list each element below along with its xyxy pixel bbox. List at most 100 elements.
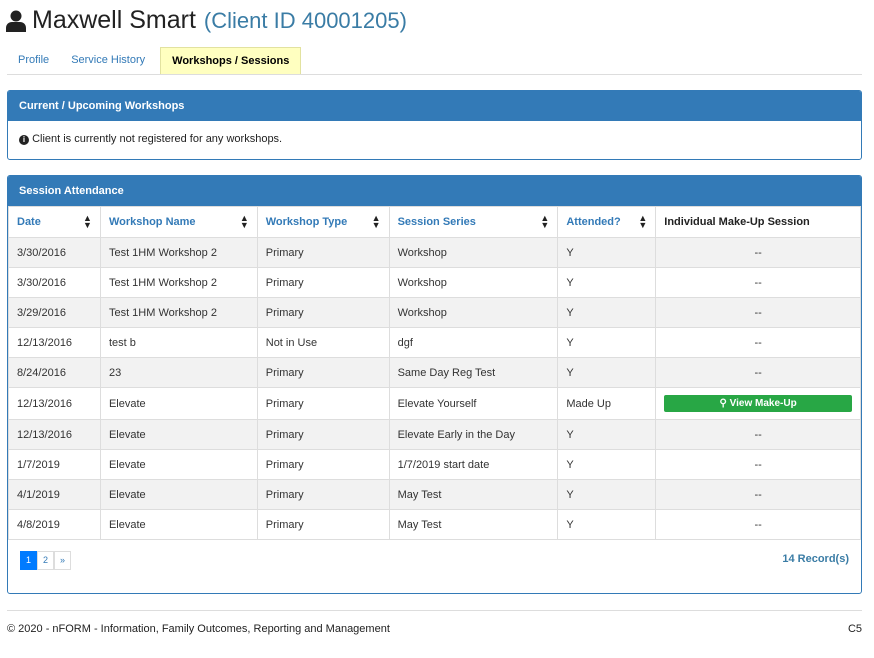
- page-2[interactable]: 2: [37, 551, 54, 570]
- cell: Y: [557, 267, 657, 298]
- tab-bar: Profile Service History Workshops / Sess…: [7, 47, 862, 75]
- copyright: © 2020 - nFORM - Information, Family Out…: [7, 623, 390, 635]
- column-header[interactable]: Workshop Type ▲ ▼: [256, 206, 390, 238]
- footer: © 2020 - nFORM - Information, Family Out…: [7, 610, 862, 635]
- cell: Same Day Reg Test: [388, 357, 559, 388]
- cell: 3/30/2016: [8, 237, 101, 268]
- cell: Test 1HM Workshop 2: [99, 267, 258, 298]
- cell: Elevate Early in the Day: [388, 419, 559, 450]
- client-id: (Client ID 40001205): [203, 7, 407, 33]
- cell: Y: [557, 509, 657, 540]
- session-attendance-panel: Session Attendance Date ▲ ▼ Workshop Name ▲ ▼…: [7, 175, 862, 594]
- footer-code: C5: [847, 623, 862, 635]
- cell: Elevate: [99, 419, 258, 450]
- cell: Y: [557, 479, 657, 510]
- cell: 12/13/2016: [8, 419, 101, 450]
- cell: Primary: [256, 419, 390, 450]
- cell: 23: [99, 357, 258, 388]
- cell: May Test: [388, 479, 559, 510]
- page-1[interactable]: 1: [20, 551, 37, 570]
- tab-service-history[interactable]: Service History: [71, 54, 146, 66]
- cell: Test 1HM Workshop 2: [99, 297, 258, 328]
- cell: --: [655, 479, 861, 510]
- column-label: Workshop Name: [108, 216, 196, 228]
- cell: Y: [557, 357, 657, 388]
- cell: Test 1HM Workshop 2: [99, 237, 258, 268]
- cell: 3/29/2016: [8, 297, 101, 328]
- cell: Made Up: [557, 387, 657, 420]
- sort-icon[interactable]: ▲ ▼: [83, 213, 92, 230]
- cell: Elevate: [99, 387, 258, 420]
- cell: Y: [557, 419, 657, 450]
- column-header[interactable]: Workshop Name ▲ ▼: [99, 206, 258, 238]
- tab-workshops-sessions[interactable]: Workshops / Sessions: [160, 47, 302, 74]
- column-label: Attended?: [566, 216, 621, 228]
- table-row: 1/7/2019 Elevate Primary 1/7/2019 start dat…: [8, 449, 861, 480]
- cell: Primary: [256, 479, 390, 510]
- cell: 3/30/2016: [8, 267, 101, 298]
- cell: --: [655, 509, 861, 540]
- cell: Not in Use: [256, 327, 390, 358]
- pagination: 1 2 »: [20, 551, 71, 570]
- sort-icon[interactable]: ▲ ▼: [540, 213, 550, 230]
- cell: --: [655, 449, 861, 480]
- column-header: Individual Make-Up Session: [655, 206, 861, 238]
- column-header[interactable]: Date ▲ ▼: [8, 206, 101, 238]
- sort-icon[interactable]: ▲ ▼: [239, 213, 249, 230]
- info-icon: i: [19, 135, 29, 145]
- client-name: Maxwell Smart: [32, 6, 196, 34]
- button-label: View Make-Up: [729, 398, 797, 409]
- column-label: Session Series: [397, 216, 476, 228]
- cell: test b: [99, 327, 258, 358]
- cell: Primary: [256, 449, 390, 480]
- cell: 8/24/2016: [8, 357, 101, 388]
- cell: Y: [557, 449, 657, 480]
- cell: Y: [557, 237, 657, 268]
- column-label: Individual Make-Up Session: [664, 216, 810, 228]
- cell: dgf: [388, 327, 559, 358]
- tab-profile[interactable]: Profile: [18, 54, 50, 66]
- cell: 1/7/2019: [8, 449, 101, 480]
- cell: Workshop: [388, 297, 559, 328]
- current-workshops-panel: Current / Upcoming Workshops i Client is…: [7, 90, 862, 160]
- table-row: 3/30/2016 Test 1HM Workshop 2 Primary Works…: [8, 237, 861, 268]
- table-row: 3/30/2016 Test 1HM Workshop 2 Primary Works…: [8, 267, 861, 298]
- next-page[interactable]: »: [54, 551, 71, 570]
- table-row: 8/24/2016 23 Primary Same Day Reg Test Y --: [8, 357, 861, 388]
- cell: Workshop: [388, 237, 559, 268]
- column-label: Date: [17, 216, 41, 228]
- cell: Elevate Yourself: [388, 387, 559, 420]
- column-header[interactable]: Attended? ▲ ▼: [557, 206, 657, 238]
- cell: Elevate: [99, 509, 258, 540]
- cell: 12/13/2016: [8, 387, 101, 420]
- view-make-up-button[interactable]: ⚲ View Make-Up: [664, 395, 852, 412]
- cell: --: [655, 237, 861, 268]
- no-workshops-message: Client is currently not registered for a…: [32, 133, 283, 145]
- user-icon: [6, 10, 26, 32]
- table-row: 12/13/2016 Elevate Primary Elevate Yourself…: [8, 387, 861, 420]
- panel-title: Session Attendance: [8, 176, 861, 206]
- cell: Y: [557, 297, 657, 328]
- page-title: Maxwell Smart (Client ID 40001205): [6, 6, 407, 35]
- search-icon: ⚲: [719, 398, 730, 409]
- cell: --: [655, 327, 861, 358]
- cell: Primary: [256, 387, 390, 420]
- cell: 12/13/2016: [8, 327, 101, 358]
- cell: Elevate: [99, 449, 258, 480]
- table-row: 3/29/2016 Test 1HM Workshop 2 Primary Works…: [8, 297, 861, 328]
- cell: --: [655, 297, 861, 328]
- cell: Primary: [256, 509, 390, 540]
- cell: Elevate: [99, 479, 258, 510]
- sort-icon[interactable]: ▲ ▼: [371, 213, 381, 230]
- column-label: Workshop Type: [265, 216, 348, 228]
- column-header[interactable]: Session Series ▲ ▼: [388, 206, 559, 238]
- cell: Primary: [256, 297, 390, 328]
- cell: May Test: [388, 509, 559, 540]
- cell: 4/1/2019: [8, 479, 101, 510]
- cell: Primary: [256, 237, 390, 268]
- cell: Primary: [256, 267, 390, 298]
- cell: 1/7/2019 start date: [388, 449, 559, 480]
- sort-icon[interactable]: ▲ ▼: [638, 213, 648, 230]
- cell: Primary: [256, 357, 390, 388]
- cell: Workshop: [388, 267, 559, 298]
